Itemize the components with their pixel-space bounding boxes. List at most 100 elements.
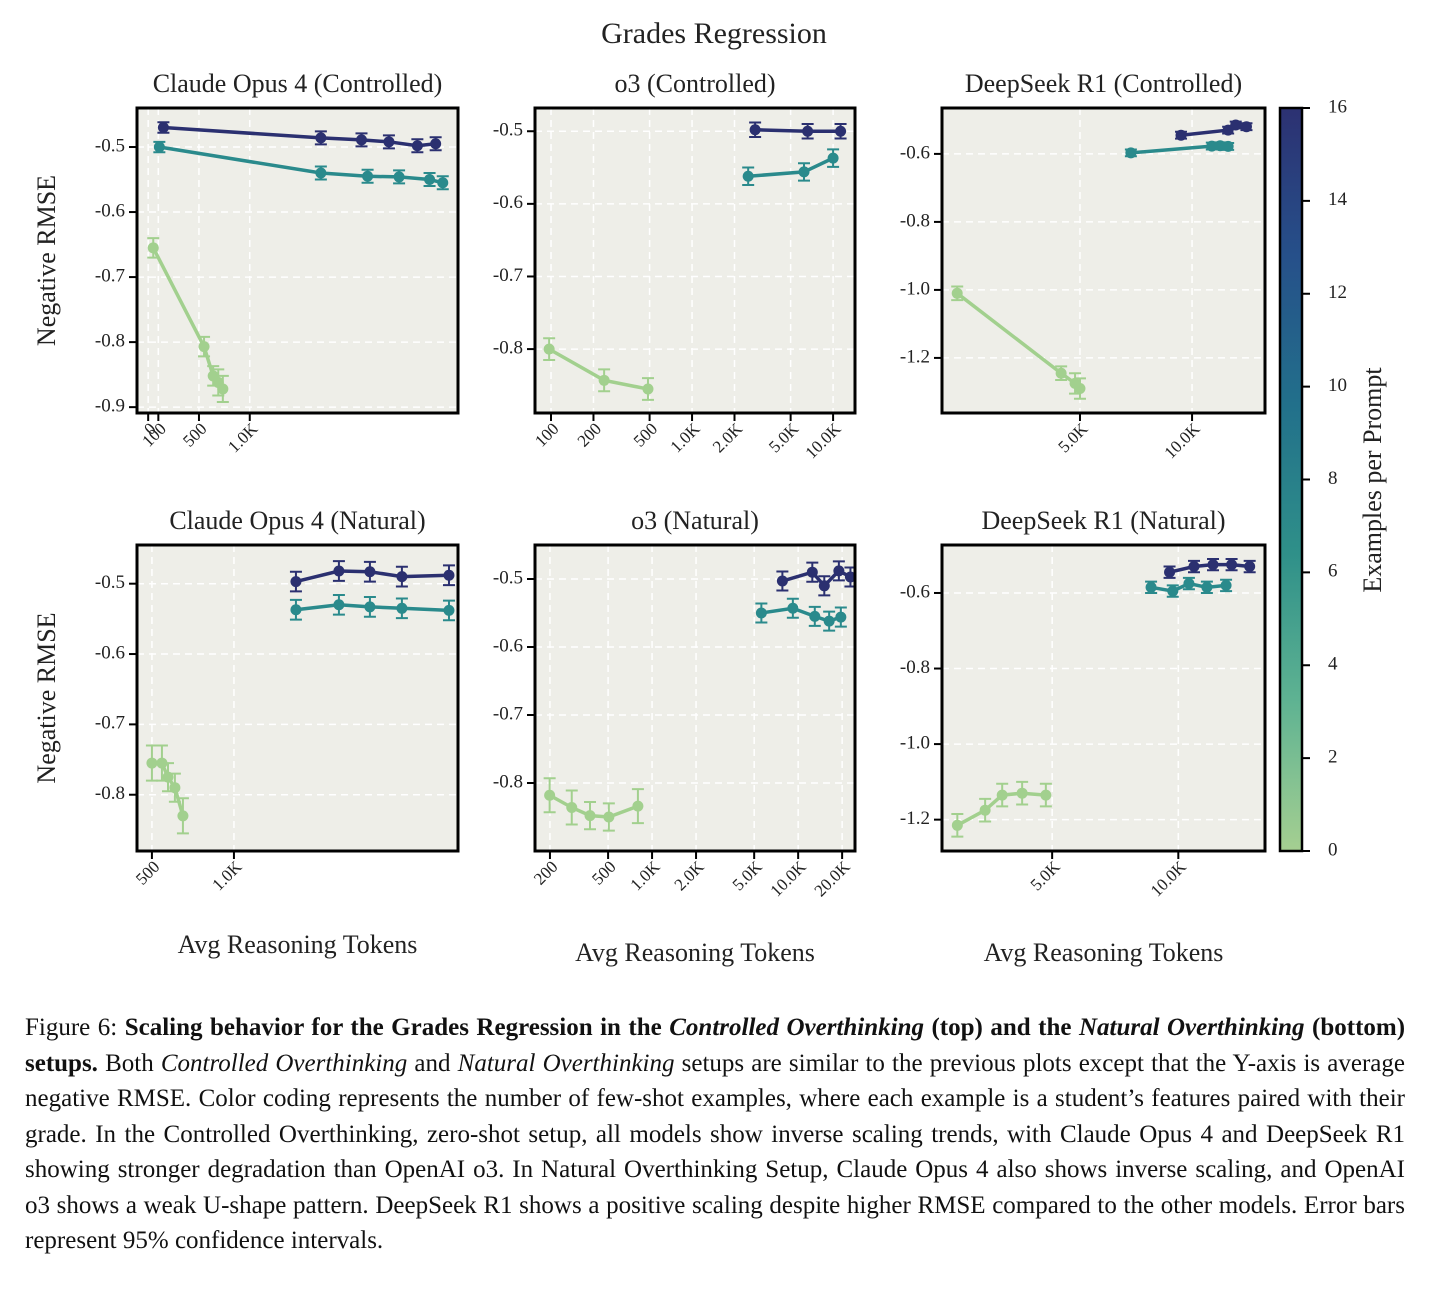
y-tick-label: -0.5: [493, 120, 523, 141]
point: [1167, 585, 1179, 597]
point: [603, 811, 615, 823]
point: [364, 566, 376, 578]
point: [290, 576, 302, 588]
point: [844, 571, 856, 583]
point: [1074, 383, 1086, 395]
x-tick-label: 5.0K: [765, 419, 803, 457]
subplot-title: o3 (Natural): [631, 506, 759, 535]
colorbar-tick-label: 6: [1328, 561, 1338, 582]
x-tick-label: 1.0K: [627, 857, 665, 895]
caption-text: Figure 6:: [25, 1014, 125, 1041]
point: [979, 804, 991, 816]
y-tick-label: -0.7: [493, 265, 523, 286]
colorbar-tick-label: 16: [1328, 96, 1347, 117]
point: [798, 166, 810, 178]
point: [1164, 566, 1176, 578]
axes-frame: [940, 106, 1267, 415]
x-tick-label: 20.0K: [811, 857, 855, 901]
point: [806, 566, 818, 578]
y-tick-label: -0.5: [95, 572, 125, 593]
colorbar-tick-label: 10: [1328, 375, 1347, 396]
x-tick-label: 200: [574, 419, 605, 450]
point: [742, 170, 754, 182]
colorbar-tick-label: 4: [1328, 654, 1338, 675]
y-tick-label: -0.6: [493, 192, 523, 213]
y-tick-label: -0.7: [95, 713, 125, 734]
point: [333, 565, 345, 577]
subplot-title: Claude Opus 4 (Controlled): [153, 69, 443, 98]
point: [787, 602, 799, 614]
point: [1207, 559, 1219, 571]
point: [430, 138, 442, 150]
x-tick-label: 2.0K: [670, 857, 708, 895]
point: [153, 141, 165, 153]
y-tick-label: -0.7: [493, 703, 523, 724]
point: [776, 575, 788, 587]
caption-text: Controlled Overthinking: [160, 1049, 408, 1077]
y-tick-label: -0.8: [95, 783, 125, 804]
caption-text: Natural Overthinking: [457, 1049, 675, 1077]
colorbar-label: Examples per Prompt: [1358, 367, 1387, 593]
point: [1016, 787, 1028, 799]
point: [1183, 578, 1195, 590]
point: [598, 374, 610, 386]
figure-title: Grades Regression: [601, 17, 827, 50]
axes-frame: [533, 543, 857, 853]
plot-area: [535, 108, 855, 413]
point: [818, 580, 830, 592]
x-tick-label: 500: [588, 857, 619, 888]
y-tick-label: -1.0: [900, 278, 930, 299]
point: [566, 801, 578, 813]
caption-text: and: [407, 1049, 458, 1077]
caption-text: Controlled Overthinking: [669, 1014, 924, 1041]
point: [1226, 559, 1238, 571]
y-axis-label: Negative RMSE: [32, 612, 61, 783]
point: [543, 343, 555, 355]
y-tick-label: -0.8: [493, 771, 523, 792]
plot-area: [137, 545, 458, 851]
caption-text: (bottom) setups.: [25, 1014, 1406, 1077]
y-tick-label: -1.2: [900, 346, 930, 367]
point: [1240, 121, 1252, 133]
point: [290, 604, 302, 616]
x-axis-label: Avg Reasoning Tokens: [575, 938, 815, 967]
point: [835, 125, 847, 137]
point: [156, 757, 168, 769]
point: [642, 383, 654, 395]
plot-area: [137, 108, 458, 413]
point: [749, 124, 761, 136]
x-tick-label: 5.0K: [729, 857, 767, 895]
axes-frame: [135, 106, 460, 415]
point: [315, 167, 327, 179]
y-tick-label: -0.5: [95, 135, 125, 156]
y-tick-label: -0.8: [900, 210, 930, 231]
x-tick-label: 1.0K: [666, 419, 704, 457]
caption-text: Scaling behavior for the Grades Regressi…: [124, 1014, 670, 1041]
point: [951, 819, 963, 831]
plot-area: [535, 545, 855, 851]
point: [443, 604, 455, 616]
subplot-title: DeepSeek R1 (Controlled): [965, 69, 1242, 98]
point: [315, 132, 327, 144]
point: [364, 601, 376, 613]
point: [383, 136, 395, 148]
point: [169, 782, 181, 794]
x-tick-label: 200: [530, 857, 561, 888]
y-tick-label: -1.0: [900, 732, 930, 753]
point: [544, 789, 556, 801]
x-tick-label: 500: [630, 419, 661, 450]
figure: Grades Regression -0.5 -0.6 -0.7 -0.8 -0.9 0 1…: [32, 17, 1387, 967]
point: [827, 152, 839, 164]
point: [835, 611, 847, 623]
x-tick-label: 500: [179, 419, 210, 450]
y-axis-label: Negative RMSE: [32, 175, 61, 346]
x-tick-label: 500: [132, 857, 163, 888]
point: [809, 610, 821, 622]
y-tick-label: -0.6: [95, 642, 125, 663]
subplot-title: o3 (Controlled): [614, 69, 775, 98]
caption-text: Both: [97, 1049, 161, 1077]
point: [177, 810, 189, 822]
y-tick-label: -0.6: [900, 581, 930, 602]
point: [393, 171, 405, 183]
x-axis-label: Avg Reasoning Tokens: [984, 938, 1224, 967]
